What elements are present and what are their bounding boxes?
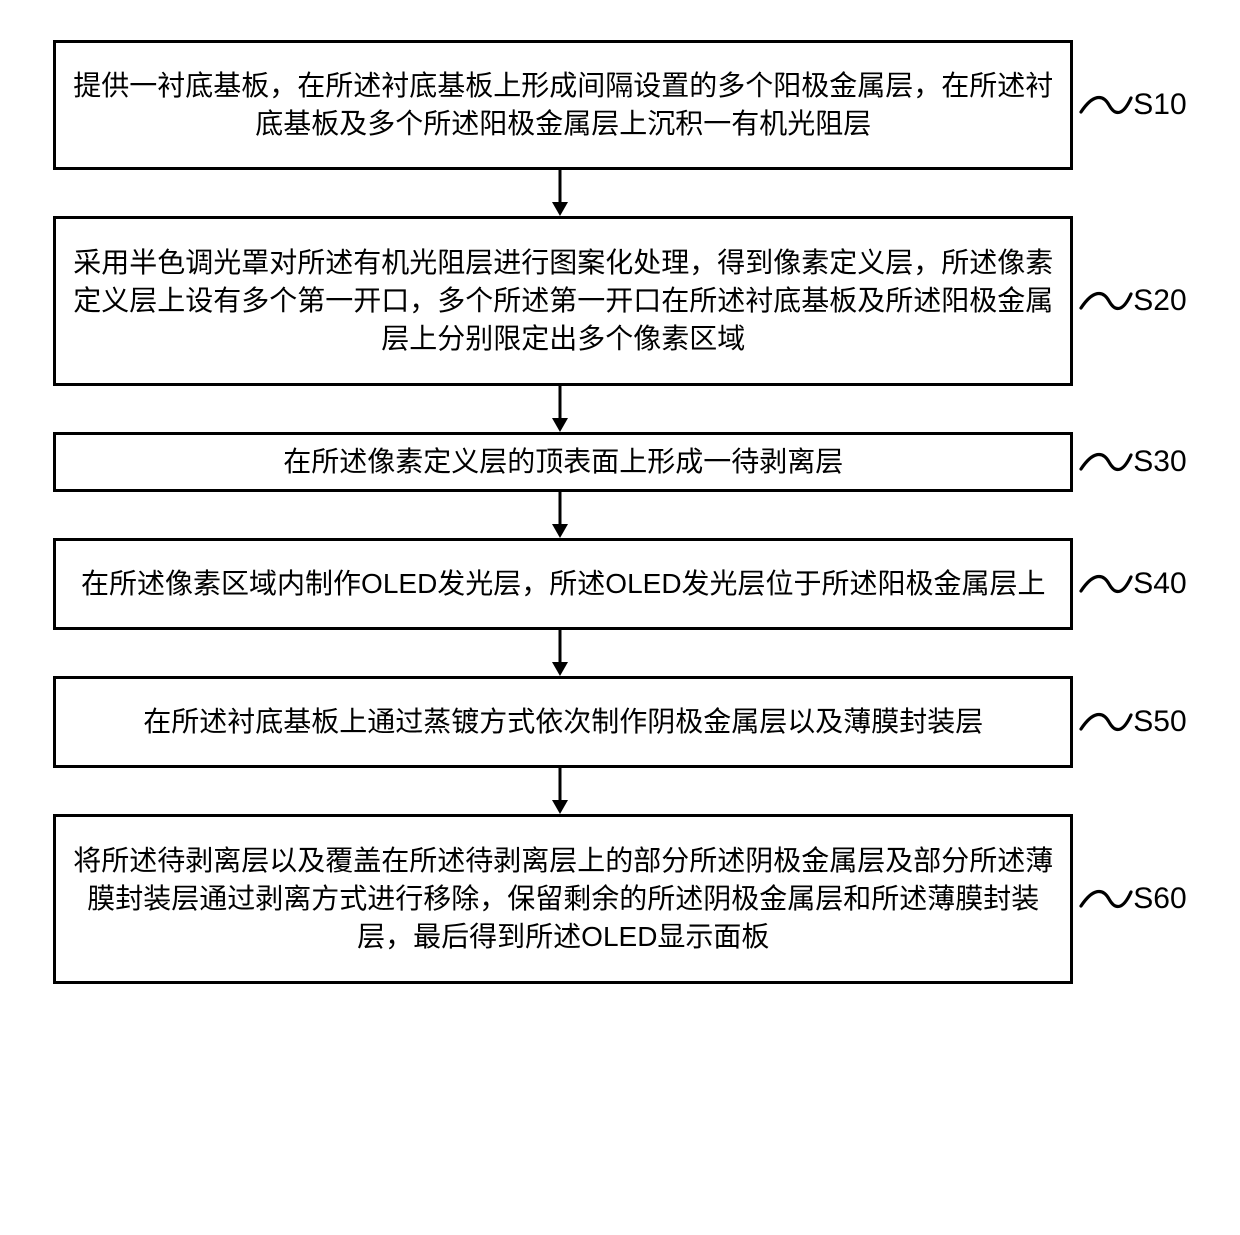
step-row-s20: 采用半色调光罩对所述有机光阻层进行图案化处理，得到像素定义层，所述像素定义层上设… xyxy=(30,216,1210,386)
step-label-s20: S20 xyxy=(1133,284,1186,318)
step-text-s10: 提供一衬底基板，在所述衬底基板上形成间隔设置的多个阳极金属层，在所述衬底基板及多… xyxy=(70,67,1056,143)
step-box-s50: 在所述衬底基板上通过蒸镀方式依次制作阴极金属层以及薄膜封装层 xyxy=(53,676,1073,768)
step-label-wrap-s50: S50 xyxy=(1079,705,1186,739)
arrow-s20-s30 xyxy=(30,386,1210,432)
step-label-s50: S50 xyxy=(1133,705,1186,739)
curve-connector-icon xyxy=(1079,569,1133,599)
step-box-s10: 提供一衬底基板，在所述衬底基板上形成间隔设置的多个阳极金属层，在所述衬底基板及多… xyxy=(53,40,1073,170)
step-text-s50: 在所述衬底基板上通过蒸镀方式依次制作阴极金属层以及薄膜封装层 xyxy=(143,703,983,741)
arrow-s50-s60 xyxy=(30,768,1210,814)
step-row-s40: 在所述像素区域内制作OLED发光层，所述OLED发光层位于所述阳极金属层上 S4… xyxy=(30,538,1210,630)
curve-connector-icon xyxy=(1079,286,1133,316)
step-label-s40: S40 xyxy=(1133,567,1186,601)
step-box-s60: 将所述待剥离层以及覆盖在所述待剥离层上的部分所述阴极金属层及部分所述薄膜封装层通… xyxy=(53,814,1073,984)
curve-connector-icon xyxy=(1079,884,1133,914)
step-label-s30: S30 xyxy=(1133,445,1186,479)
step-text-s20: 采用半色调光罩对所述有机光阻层进行图案化处理，得到像素定义层，所述像素定义层上设… xyxy=(70,244,1056,357)
flowchart-container: 提供一衬底基板，在所述衬底基板上形成间隔设置的多个阳极金属层，在所述衬底基板及多… xyxy=(30,40,1210,984)
curve-connector-icon xyxy=(1079,447,1133,477)
step-label-wrap-s30: S30 xyxy=(1079,445,1186,479)
step-box-s20: 采用半色调光罩对所述有机光阻层进行图案化处理，得到像素定义层，所述像素定义层上设… xyxy=(53,216,1073,386)
step-row-s30: 在所述像素定义层的顶表面上形成一待剥离层 S30 xyxy=(30,432,1210,492)
step-row-s50: 在所述衬底基板上通过蒸镀方式依次制作阴极金属层以及薄膜封装层 S50 xyxy=(30,676,1210,768)
arrow-s10-s20 xyxy=(30,170,1210,216)
step-text-s40: 在所述像素区域内制作OLED发光层，所述OLED发光层位于所述阳极金属层上 xyxy=(81,565,1046,603)
step-label-wrap-s10: S10 xyxy=(1079,88,1186,122)
step-row-s60: 将所述待剥离层以及覆盖在所述待剥离层上的部分所述阴极金属层及部分所述薄膜封装层通… xyxy=(30,814,1210,984)
step-row-s10: 提供一衬底基板，在所述衬底基板上形成间隔设置的多个阳极金属层，在所述衬底基板及多… xyxy=(30,40,1210,170)
step-box-s30: 在所述像素定义层的顶表面上形成一待剥离层 xyxy=(53,432,1073,492)
step-label-wrap-s40: S40 xyxy=(1079,567,1186,601)
curve-connector-icon xyxy=(1079,90,1133,120)
step-text-s60: 将所述待剥离层以及覆盖在所述待剥离层上的部分所述阴极金属层及部分所述薄膜封装层通… xyxy=(70,842,1056,955)
step-label-wrap-s60: S60 xyxy=(1079,882,1186,916)
step-label-s60: S60 xyxy=(1133,882,1186,916)
step-label-s10: S10 xyxy=(1133,88,1186,122)
arrow-s40-s50 xyxy=(30,630,1210,676)
step-text-s30: 在所述像素定义层的顶表面上形成一待剥离层 xyxy=(283,443,843,481)
step-label-wrap-s20: S20 xyxy=(1079,284,1186,318)
arrow-s30-s40 xyxy=(30,492,1210,538)
step-box-s40: 在所述像素区域内制作OLED发光层，所述OLED发光层位于所述阳极金属层上 xyxy=(53,538,1073,630)
curve-connector-icon xyxy=(1079,707,1133,737)
